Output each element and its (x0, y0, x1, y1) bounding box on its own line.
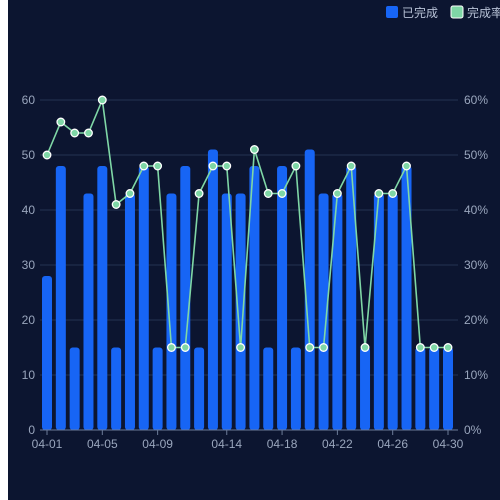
bar[interactable] (429, 347, 440, 431)
line-point[interactable] (84, 128, 93, 138)
x-tick-label: 04-22 (322, 437, 353, 451)
bar[interactable] (194, 347, 205, 431)
axes: 0 0% 10 10% 20 20% 30 30% 40 40% 50 50% 60 60% 04-01 04… (22, 93, 489, 451)
y-right-tick-label: 50% (464, 148, 488, 162)
bar[interactable] (180, 166, 191, 430)
y-right-tick-label: 40% (464, 203, 488, 217)
bar[interactable] (138, 166, 149, 430)
bar[interactable] (152, 347, 163, 431)
bar[interactable] (332, 193, 343, 431)
line-point[interactable] (277, 189, 287, 198)
y-left-tick-label: 30 (22, 258, 36, 272)
line-point[interactable] (360, 343, 370, 352)
line-point[interactable] (305, 343, 315, 352)
legend-label-rate[interactable]: 完成率 (467, 5, 500, 20)
bar[interactable] (304, 149, 315, 431)
bar[interactable] (124, 193, 135, 431)
line-point[interactable] (222, 161, 232, 171)
bar[interactable] (318, 193, 329, 431)
legend-label-completed[interactable]: 已完成 (402, 5, 438, 20)
y-left-tick-label: 40 (22, 203, 36, 217)
y-right-tick-label: 20% (464, 313, 488, 327)
bar-series (42, 149, 453, 431)
line-point[interactable] (332, 189, 342, 198)
legend-swatch-completed[interactable] (386, 6, 398, 18)
bar[interactable] (166, 193, 177, 431)
line-point[interactable] (429, 343, 439, 352)
x-tick-label: 04-09 (142, 437, 173, 451)
line-point[interactable] (374, 189, 384, 198)
bar[interactable] (221, 193, 232, 431)
line-point[interactable] (319, 343, 329, 352)
line-point[interactable] (42, 150, 52, 160)
bar[interactable] (443, 347, 453, 431)
x-tick-label: 04-26 (377, 437, 408, 451)
line-point[interactable] (194, 189, 204, 198)
bar[interactable] (290, 347, 301, 431)
line-point[interactable] (139, 161, 149, 171)
line-point[interactable] (208, 161, 218, 171)
line-point[interactable] (388, 189, 398, 198)
x-tick-label: 04-05 (87, 437, 118, 451)
bar[interactable] (42, 276, 52, 430)
bar[interactable] (97, 166, 108, 430)
line-point[interactable] (415, 343, 425, 352)
bar[interactable] (263, 347, 274, 431)
bar[interactable] (249, 166, 260, 430)
y-right-tick-label: 60% (464, 93, 488, 107)
bar[interactable] (360, 347, 371, 431)
x-tick-label: 04-18 (267, 437, 298, 451)
x-tick-label: 04-30 (433, 437, 464, 451)
line-point[interactable] (111, 200, 121, 209)
x-tick-label: 04-14 (211, 437, 242, 451)
line-point[interactable] (153, 161, 163, 171)
y-left-tick-label: 50 (22, 148, 36, 162)
line-point[interactable] (97, 95, 107, 105)
line-point[interactable] (249, 145, 259, 154)
line-point[interactable] (166, 343, 176, 352)
line-point[interactable] (236, 343, 246, 352)
bar[interactable] (235, 193, 246, 431)
bar[interactable] (69, 347, 80, 431)
bar[interactable] (55, 166, 66, 430)
bar[interactable] (387, 193, 398, 431)
line-point[interactable] (402, 161, 411, 171)
line-point[interactable] (291, 161, 301, 171)
legend-swatch-rate[interactable] (450, 5, 464, 19)
bar[interactable] (401, 166, 412, 430)
line-point[interactable] (125, 189, 135, 198)
y-right-tick-label: 0% (464, 423, 482, 437)
bar[interactable] (373, 193, 384, 431)
x-tick-label: 04-01 (32, 437, 63, 451)
y-right-tick-label: 30% (464, 258, 488, 272)
line-point[interactable] (70, 128, 80, 138)
bar[interactable] (415, 347, 426, 431)
line-point[interactable] (263, 189, 273, 198)
left-edge-strip (0, 0, 8, 500)
line-point[interactable] (180, 343, 190, 352)
bar[interactable] (111, 347, 122, 431)
line-point[interactable] (346, 161, 356, 171)
bar[interactable] (83, 193, 94, 431)
line-point[interactable] (443, 343, 453, 352)
bar[interactable] (207, 149, 218, 431)
bar[interactable] (277, 166, 288, 430)
legend[interactable]: 已完成 完成率 (386, 5, 500, 20)
y-right-tick-label: 10% (464, 368, 488, 382)
line-point[interactable] (56, 117, 66, 127)
y-left-tick-label: 60 (22, 93, 36, 107)
line-series (42, 95, 453, 352)
y-left-tick-label: 20 (22, 313, 36, 327)
bar[interactable] (346, 166, 357, 430)
y-left-tick-label: 0 (28, 423, 35, 437)
y-left-tick-label: 10 (22, 368, 36, 382)
